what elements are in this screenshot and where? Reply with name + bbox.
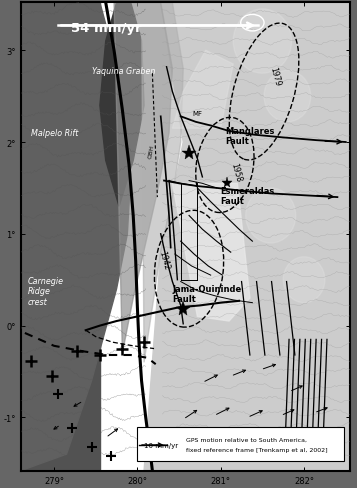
- Text: 10 mm/yr: 10 mm/yr: [144, 442, 178, 448]
- Polygon shape: [172, 184, 250, 322]
- Polygon shape: [114, 3, 172, 353]
- Text: fixed reference frame [Trenkamp et al, 2002]: fixed reference frame [Trenkamp et al, 2…: [186, 447, 327, 452]
- Text: Esmeraldas
Fault: Esmeraldas Fault: [221, 186, 275, 205]
- Text: 1942: 1942: [157, 249, 171, 270]
- Polygon shape: [141, 3, 183, 363]
- Text: 54 mm/yr: 54 mm/yr: [71, 21, 141, 35]
- Circle shape: [233, 10, 292, 74]
- Polygon shape: [172, 51, 233, 129]
- Circle shape: [264, 71, 311, 122]
- Text: Manglares
Fault: Manglares Fault: [225, 126, 274, 146]
- Text: 1979: 1979: [268, 66, 282, 87]
- Polygon shape: [21, 3, 131, 471]
- Text: Malpelo Rift: Malpelo Rift: [31, 129, 78, 138]
- Text: 1958: 1958: [229, 162, 242, 183]
- Text: GPS motion relative to South America,: GPS motion relative to South America,: [186, 437, 307, 442]
- Text: Carnegie
Ridge
crest: Carnegie Ridge crest: [27, 276, 64, 306]
- Text: Yaquina Graben: Yaquina Graben: [91, 67, 155, 76]
- Polygon shape: [100, 3, 144, 207]
- Circle shape: [246, 188, 296, 244]
- Polygon shape: [144, 3, 350, 471]
- Text: MF: MF: [192, 110, 202, 117]
- Text: OBH: OBH: [148, 144, 155, 159]
- Text: Jama-Quininde
Fault: Jama-Quininde Fault: [172, 284, 242, 304]
- Circle shape: [283, 257, 325, 303]
- Bar: [137, 427, 344, 462]
